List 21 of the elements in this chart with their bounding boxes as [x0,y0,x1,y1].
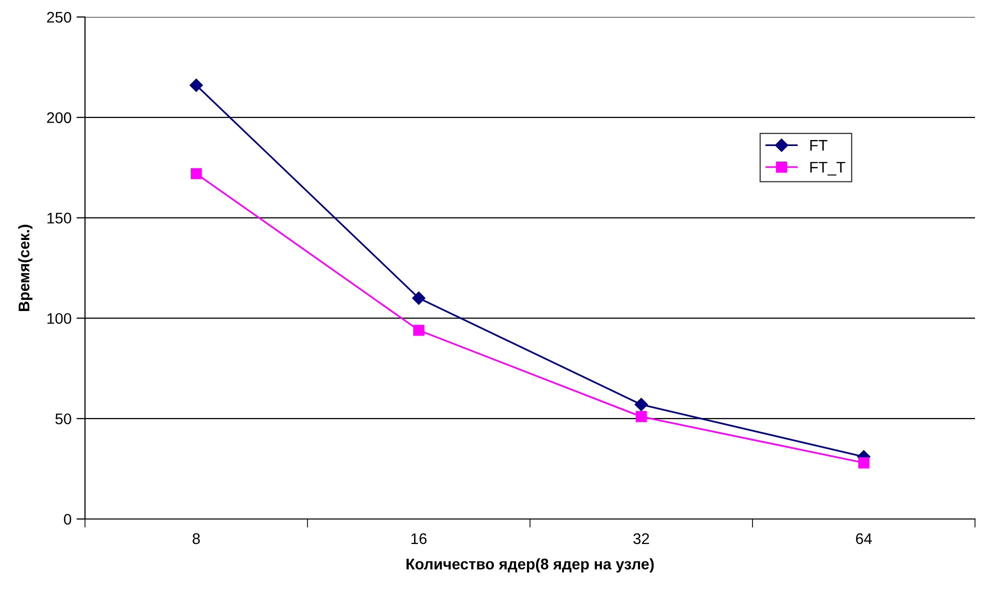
y-tick-label: 0 [64,514,72,525]
point [412,292,426,305]
x-tick-label: 64 [856,533,872,544]
point [190,168,202,180]
x-axis-title: Количество ядер(8 ядер на узле) [406,558,654,572]
point [634,398,648,412]
y-axis-title: Время(сек.) [18,224,32,311]
point [190,78,203,92]
point [858,457,870,468]
x-tick-label: 16 [411,533,427,544]
x-tick-label: 8 [192,533,200,544]
y-tick-label: 200 [47,112,72,124]
legend-label: FT [810,140,828,151]
legend-label: FT_T [810,162,846,176]
point [413,324,424,336]
point [636,411,647,422]
y-tick-label: 50 [55,413,72,424]
y-tick-label: 250 [47,12,72,23]
y-tick-label: 150 [47,212,72,224]
x-tick-label: 32 [633,533,649,544]
y-tick-label: 100 [47,313,72,324]
